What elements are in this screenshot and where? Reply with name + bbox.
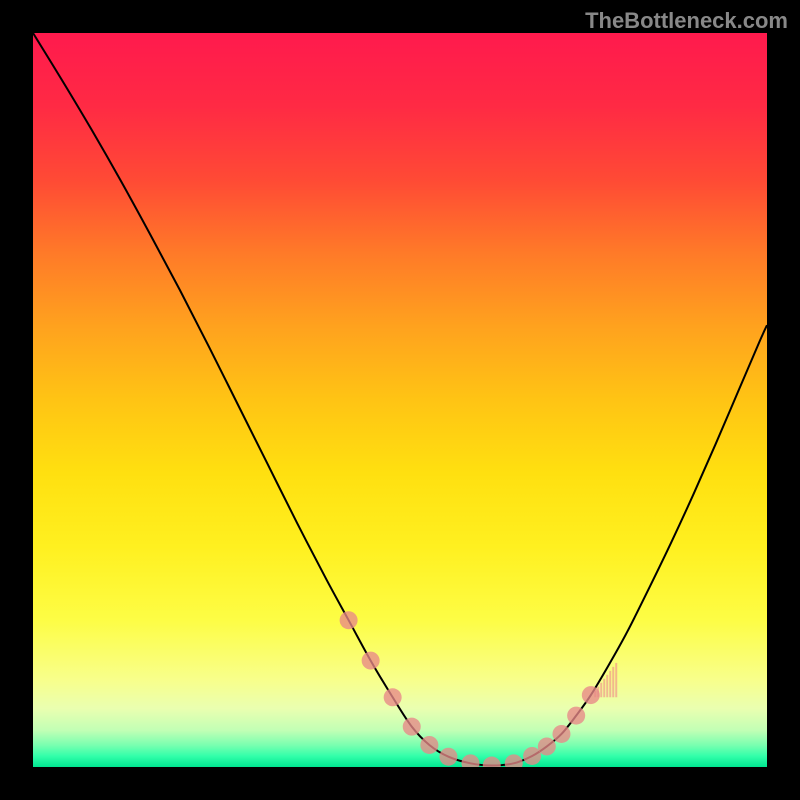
marker-dot <box>403 718 421 736</box>
marker-dot <box>552 725 570 743</box>
marker-dot <box>538 737 556 755</box>
marker-dot <box>362 652 380 670</box>
watermark-text: TheBottleneck.com <box>585 8 788 34</box>
marker-dot <box>567 707 585 725</box>
marker-dot <box>340 611 358 629</box>
chart-background <box>33 33 767 767</box>
marker-dot <box>420 736 438 754</box>
marker-dot <box>439 748 457 766</box>
marker-dot <box>384 688 402 706</box>
bottleneck-chart <box>33 33 767 767</box>
chart-svg <box>33 33 767 767</box>
marker-dot <box>582 686 600 704</box>
